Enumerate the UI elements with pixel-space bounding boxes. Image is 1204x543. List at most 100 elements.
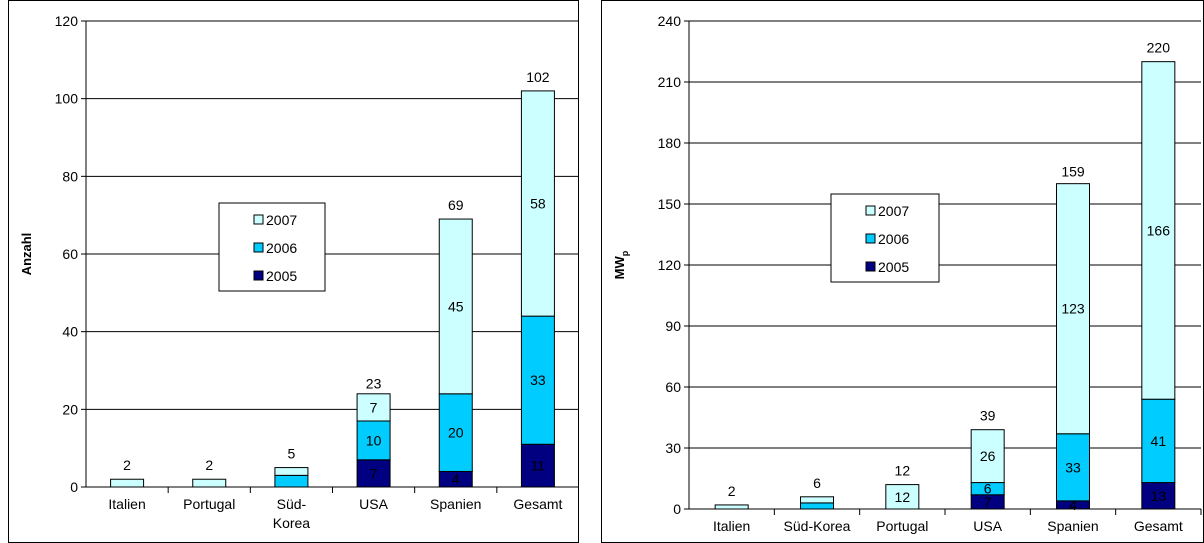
bar-segment-2006 xyxy=(520,315,555,445)
y-axis-label: MWp xyxy=(612,250,630,279)
y-axis-label: Anzahl xyxy=(19,233,34,276)
bar-segment-2007 xyxy=(1056,183,1090,435)
data-label: 10 xyxy=(366,432,382,448)
bar-segment-2005 xyxy=(520,443,555,488)
y-tick-label: 60 xyxy=(62,246,78,262)
legend-label-2006: 2006 xyxy=(878,231,909,247)
bar-segment-2007 xyxy=(192,478,227,488)
bar-segment-2007 xyxy=(970,429,1005,484)
bar-segment-2006 xyxy=(438,393,473,472)
data-label: 33 xyxy=(1065,459,1081,475)
total-label: 159 xyxy=(1061,164,1085,180)
chart-panel-mwp: 0 30 60 90 120 150 180 210 240 MWp Italien Süd-Kore… xyxy=(601,0,1204,543)
data-label: 20 xyxy=(448,425,464,441)
legend: 2007 2006 2005 xyxy=(830,193,940,283)
legend-label-2007: 2007 xyxy=(878,203,909,219)
bar-segment-2006 xyxy=(356,420,391,461)
y-tick-label: 240 xyxy=(658,13,682,29)
bar-segment-2006 xyxy=(274,474,309,488)
x-tick-label: Portugal xyxy=(876,518,928,534)
legend: 2007 2006 2005 xyxy=(218,202,326,292)
bar-segment-2006 xyxy=(1141,398,1176,484)
x-tick-label: Korea xyxy=(273,515,311,531)
x-tick-label: Gesamt xyxy=(513,496,562,512)
total-label: 2 xyxy=(123,457,131,473)
y-tick-label: 0 xyxy=(70,479,78,495)
data-label: 13 xyxy=(1151,488,1167,504)
total-label: 69 xyxy=(448,197,464,213)
x-tick-label: Italien xyxy=(108,496,145,512)
legend-swatch-2007 xyxy=(253,214,264,225)
bar-segment-2006 xyxy=(800,502,834,510)
data-label: 166 xyxy=(1147,222,1171,238)
bar-segment-2007 xyxy=(520,90,555,317)
chart-panel-anzahl: 0 20 40 60 80 100 120 Anzahl Italien Portugal Süd-… xyxy=(8,0,579,543)
bar-segment-2007 xyxy=(1141,61,1176,400)
total-label: 6 xyxy=(813,475,821,491)
legend-swatch-2005 xyxy=(865,261,876,272)
x-tick-label: Süd-Korea xyxy=(784,518,851,534)
total-label: 102 xyxy=(526,69,550,85)
x-tick-label: Gesamt xyxy=(1134,518,1183,534)
x-tick-label: Süd- xyxy=(277,496,307,512)
total-label: 5 xyxy=(288,446,296,462)
data-label: 33 xyxy=(530,372,546,388)
y-tick-label: 30 xyxy=(665,440,681,456)
chart-anzahl: 0 20 40 60 80 100 120 Anzahl Italien Portugal Süd-… xyxy=(19,13,578,531)
data-label: 6 xyxy=(984,481,992,497)
bar-segment-2007 xyxy=(800,496,834,504)
y-tick-label: 120 xyxy=(658,257,682,273)
y-tick-label: 80 xyxy=(62,168,78,184)
legend-swatch-2006 xyxy=(865,233,876,244)
total-label: 220 xyxy=(1147,40,1171,56)
data-label: 12 xyxy=(895,489,911,505)
data-label: 58 xyxy=(530,196,546,212)
y-tick-label: 180 xyxy=(658,135,682,151)
data-label: 11 xyxy=(531,458,546,474)
data-label: 7 xyxy=(370,399,378,415)
total-label: 39 xyxy=(980,408,996,424)
bar-segment-2007 xyxy=(714,504,749,510)
legend-label-2006: 2006 xyxy=(266,240,297,256)
data-label: 123 xyxy=(1061,301,1085,317)
y-tick-label: 40 xyxy=(62,324,78,340)
y-tick-label: 90 xyxy=(665,318,681,334)
y-axis-label-subscript: p xyxy=(620,250,630,256)
data-label: 7 xyxy=(370,465,378,481)
bar-segment-2005 xyxy=(1141,482,1176,510)
data-label: 4 xyxy=(1069,497,1077,513)
x-tick-label: Italien xyxy=(713,518,750,534)
legend-label-2007: 2007 xyxy=(266,212,297,228)
data-label: 4 xyxy=(452,471,460,487)
legend-box xyxy=(830,193,940,283)
bar-segment-2007 xyxy=(438,218,473,395)
y-tick-label: 60 xyxy=(665,379,681,395)
legend-swatch-2007 xyxy=(865,205,876,216)
bar-segment-2007 xyxy=(356,393,391,422)
data-label: 45 xyxy=(448,298,464,314)
total-label: 23 xyxy=(366,376,382,392)
data-label: 26 xyxy=(980,448,996,464)
y-tick-label: 120 xyxy=(55,13,79,29)
y-tick-label: 210 xyxy=(658,74,682,90)
legend-swatch-2005 xyxy=(253,270,264,281)
y-tick-label: 20 xyxy=(62,401,78,417)
y-tick-label: 150 xyxy=(658,196,682,212)
y-axis-label-text: MW xyxy=(612,255,627,279)
bar-segment-2007 xyxy=(885,484,920,510)
bar-segment-2007 xyxy=(274,467,309,476)
y-tick-label: 0 xyxy=(673,501,681,517)
bar-segment-2007 xyxy=(110,478,145,488)
bar-segment-2006 xyxy=(1056,433,1090,502)
legend-swatch-2006 xyxy=(253,242,264,253)
data-label: 41 xyxy=(1151,433,1167,449)
x-tick-label: Spanien xyxy=(1047,518,1098,534)
total-label: 12 xyxy=(895,463,911,479)
total-label: 2 xyxy=(205,457,213,473)
bar-segment-2005 xyxy=(356,459,391,488)
legend-box xyxy=(218,202,326,292)
legend-label-2005: 2005 xyxy=(878,259,909,275)
data-label: 7 xyxy=(984,494,992,510)
x-tick-label: USA xyxy=(973,518,1002,534)
chart-mwp: 0 30 60 90 120 150 180 210 240 MWp Italien Süd-Kore… xyxy=(612,13,1202,534)
